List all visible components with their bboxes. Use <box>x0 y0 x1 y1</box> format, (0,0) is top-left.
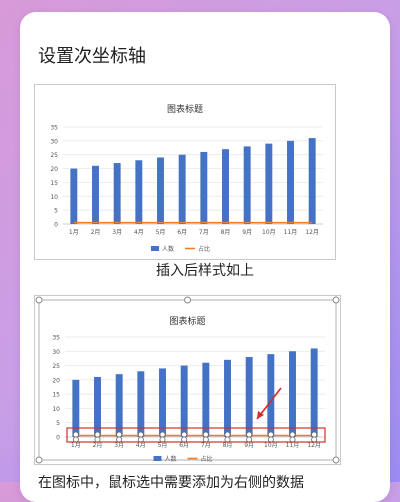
x-tick-label: 2月 <box>91 229 101 236</box>
x-tick-label: 8月 <box>223 442 233 449</box>
legend-swatch-bar <box>153 456 162 461</box>
x-tick-label: 12月 <box>307 442 321 449</box>
y-tick-label: 10 <box>50 194 58 201</box>
x-tick-label: 1月 <box>69 229 79 236</box>
line-point-marker <box>202 431 209 438</box>
line-point-marker <box>181 431 188 438</box>
line-point-marker <box>246 431 253 438</box>
y-tick-label: 20 <box>52 377 60 384</box>
x-tick-label: 7月 <box>199 229 209 236</box>
highlight-box <box>66 427 326 443</box>
selection-handle <box>332 456 340 464</box>
instruction-text: 在图标中，鼠标选中需要添加为右侧的数据 <box>38 475 304 491</box>
x-tick-label: 3月 <box>112 229 122 236</box>
y-tick-label: 10 <box>52 406 60 413</box>
x-tick-label: 1月 <box>71 442 81 449</box>
chart-screenshot-before: 图表标题 0 5 10 15 20 25 30 35 1月 2月 3月 4月 5月 6月 7月 8月 9月 10月 1… <box>34 84 336 260</box>
x-tick-label: 10月 <box>264 442 278 449</box>
line-point-marker <box>159 431 166 438</box>
x-tick-label: 11月 <box>286 442 300 449</box>
bar-人数 <box>135 160 143 224</box>
bar-人数 <box>92 165 99 224</box>
caption-after-insert: 插入后样式如上 <box>156 263 254 279</box>
x-tick-label: 6月 <box>177 229 187 236</box>
y-tick-label: 25 <box>52 363 60 370</box>
y-tick-label: 25 <box>50 152 58 159</box>
line-point-marker <box>311 431 318 438</box>
x-tick-label: 9月 <box>242 229 252 236</box>
y-tick-label: 5 <box>54 208 58 215</box>
x-tick-label: 5月 <box>156 229 166 236</box>
x-tick-label: 7月 <box>201 442 211 449</box>
legend-label: 占比 <box>198 245 210 253</box>
y-tick-label: 35 <box>52 335 60 342</box>
bar-人数 <box>245 357 253 437</box>
selection-handle <box>332 296 340 304</box>
x-tick-label: 4月 <box>134 229 144 236</box>
x-tick-label: 10月 <box>262 229 276 236</box>
y-tick-label: 15 <box>50 180 58 187</box>
line-point-marker <box>116 431 123 438</box>
bar-人数 <box>157 157 164 224</box>
legend-label: 占比 <box>201 455 213 463</box>
line-point-marker <box>289 431 296 438</box>
bar-人数 <box>137 371 145 437</box>
selection-handle <box>184 296 191 304</box>
x-tick-label: 3月 <box>114 442 124 449</box>
y-tick-label: 20 <box>50 166 58 173</box>
bar-人数 <box>159 368 166 437</box>
bar-人数 <box>287 140 294 224</box>
legend-swatch-bar <box>151 246 159 251</box>
y-tick-label: 35 <box>50 125 58 132</box>
bar-人数 <box>289 351 296 437</box>
bar-人数 <box>72 379 80 437</box>
x-tick-label: 11月 <box>284 229 298 236</box>
bar-人数 <box>202 362 210 437</box>
bar-人数 <box>113 163 121 224</box>
bar-人数 <box>115 374 123 437</box>
chart-selected[interactable]: 图表标题 0 5 10 15 20 25 30 35 1月 2月 3月 4月 5月 6月 7月 8月 9月 10月 1… <box>35 296 340 464</box>
bar-人数 <box>180 365 188 437</box>
legend-label: 人数 <box>165 455 177 463</box>
y-tick-label: 15 <box>52 392 60 399</box>
line-point-marker <box>224 431 231 438</box>
selection-handle <box>35 456 43 464</box>
chart-screenshot-selected: 图表标题 0 5 10 15 20 25 30 35 1月 2月 3月 4月 5月 6月 7月 8月 9月 10月 1… <box>34 295 341 465</box>
x-tick-label: 6月 <box>179 442 189 449</box>
x-tick-label: 9月 <box>244 442 254 449</box>
line-point-marker <box>137 431 144 438</box>
x-tick-label: 12月 <box>305 229 319 236</box>
bar-人数 <box>224 359 231 437</box>
line-point-marker <box>267 431 274 438</box>
selection-handle <box>35 296 43 304</box>
bar-人数 <box>267 354 275 437</box>
legend-label: 人数 <box>162 245 174 253</box>
bar-人数 <box>222 149 229 224</box>
x-tick-label: 8月 <box>221 229 231 236</box>
y-tick-label: 30 <box>52 349 60 356</box>
bar-人数 <box>70 168 78 224</box>
bar-人数 <box>310 348 318 437</box>
chart-title: 图表标题 <box>169 315 205 327</box>
x-tick-label: 4月 <box>136 442 146 449</box>
bar-人数 <box>94 377 101 437</box>
line-point-marker <box>94 431 101 438</box>
bar-人数 <box>243 146 251 224</box>
y-tick-label: 0 <box>54 222 58 229</box>
bar-人数 <box>265 143 273 224</box>
chart-title: 图表标题 <box>167 103 203 115</box>
article-card: 设置次坐标轴 图表标题 0 5 10 15 20 25 30 35 1月 2月 3月 4月 5月 6月 7月 8… <box>20 12 390 502</box>
arrow-head <box>257 411 264 419</box>
y-tick-label: 30 <box>50 138 58 145</box>
line-point-marker <box>72 431 79 438</box>
y-tick-label: 0 <box>56 435 60 442</box>
y-tick-label: 5 <box>56 420 60 427</box>
chart-before[interactable]: 图表标题 0 5 10 15 20 25 30 35 1月 2月 3月 4月 5月 6月 7月 8月 9月 10月 1… <box>35 85 335 259</box>
bar-人数 <box>178 154 186 224</box>
x-tick-label: 5月 <box>158 442 168 449</box>
bar-人数 <box>308 138 316 224</box>
x-tick-label: 2月 <box>93 442 103 449</box>
section-heading: 设置次坐标轴 <box>38 46 146 67</box>
bar-人数 <box>200 151 208 224</box>
